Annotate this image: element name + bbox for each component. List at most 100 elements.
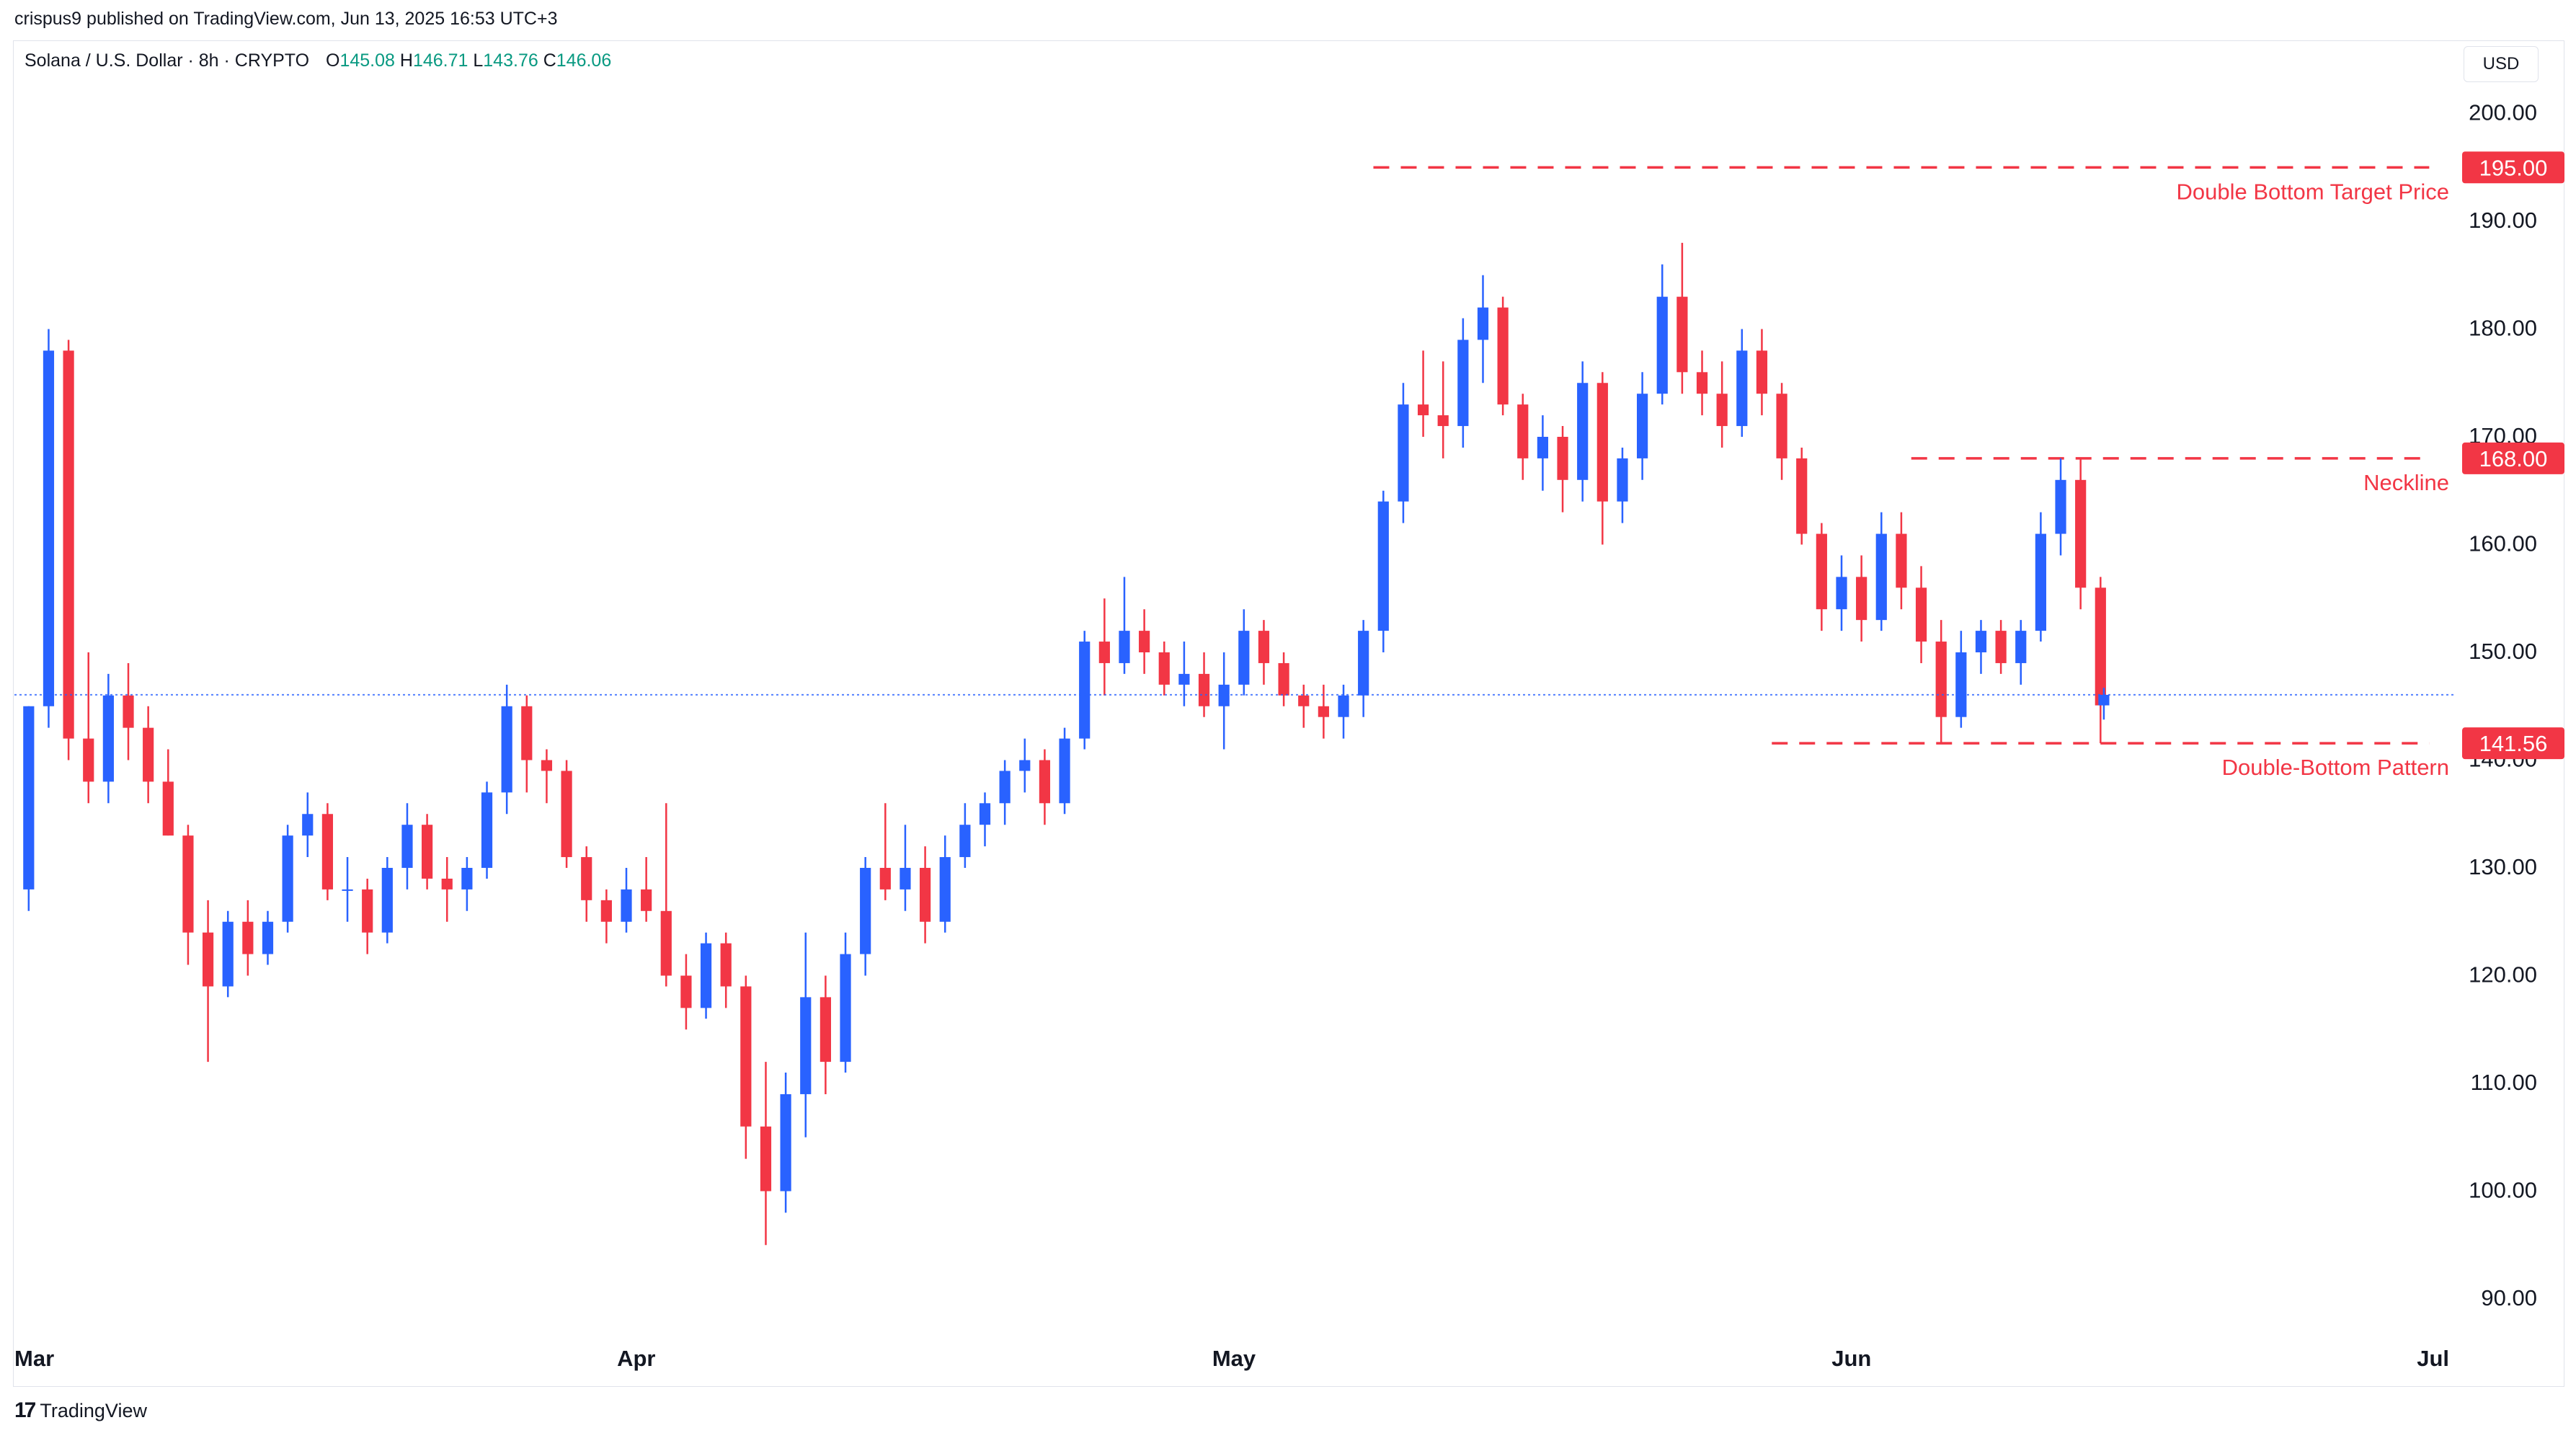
candle-body [521,706,533,760]
candle-body [780,1093,791,1192]
candle-body [162,781,174,836]
candle-body [1896,533,1907,588]
candle-body [660,910,672,976]
candle [1318,684,1329,739]
annotation-label: Neckline [2363,470,2449,495]
price-axis: 90.00100.00110.00120.00130.00140.00150.0… [2469,100,2537,1311]
candle [1656,264,1668,405]
currency-button[interactable]: USD [2464,46,2539,82]
low-label: L [473,50,484,71]
candle [581,846,592,922]
candle-body [1577,383,1589,480]
candle-body [182,835,194,933]
candle-body [242,921,254,954]
candle [939,835,951,933]
candle [1377,490,1389,652]
high-value: 146.71 [412,50,468,71]
candle-body [2095,587,2106,706]
candle-body [621,889,632,922]
candle [999,760,1011,825]
candle-body [102,695,114,782]
candle-body [1338,695,1349,717]
y-tick-label: 160.00 [2469,531,2537,556]
candle [760,1062,772,1246]
candle [1756,329,1768,416]
candle-body [282,835,293,922]
y-tick-label: 190.00 [2469,208,2537,233]
candle [302,792,314,858]
candle [1995,620,2007,674]
candle [63,340,74,760]
candle-body [422,825,433,879]
candle-body [1358,631,1369,696]
candle-body [1856,577,1867,621]
candle [919,846,931,944]
open-label: O [326,50,340,71]
candle [2015,620,2027,685]
annotation-label: Double Bottom Target Price [2176,179,2449,204]
candle-body [581,857,592,900]
candle [222,910,234,998]
symbol-legend[interactable]: Solana / U.S. Dollar · 8h · CRYPTO O145.… [25,50,611,71]
candle [1019,738,1031,793]
candle-body [1039,760,1051,804]
candle [1238,609,1250,696]
candle [1178,642,1190,706]
candle-body [1995,631,2007,663]
candle [1437,361,1449,458]
candle [1198,652,1210,717]
candle-body [1557,437,1568,480]
candle [561,760,572,868]
candle [1497,296,1509,416]
time-axis: Mar Apr May Jun Jul [14,1346,2449,1371]
candle-body [700,943,712,1008]
close-label: C [543,50,556,71]
candle [521,695,533,793]
candle-body [979,803,991,825]
chart-pane[interactable] [13,40,2564,1387]
price-badge-label: 168.00 [2479,446,2548,471]
candle [700,932,712,1019]
candle-body [820,997,831,1062]
candle-body [1517,404,1529,458]
candle [1577,361,1589,502]
candle [1098,598,1110,696]
candle-body [23,706,35,889]
candle-body [1875,533,1887,621]
tradingview-logo[interactable]: 17 TradingView [14,1398,147,1423]
candle [1935,620,1947,743]
candle [162,749,174,836]
candle-body [1437,415,1449,427]
candle [1596,372,1608,545]
candle [1896,512,1907,610]
candle [1537,415,1549,491]
candle [860,857,871,976]
candle [1875,512,1887,631]
candle-body [600,900,612,922]
candle [1398,383,1409,523]
candle [740,975,752,1159]
candle [1776,383,1787,480]
candle-body [1796,458,1808,534]
candle-body [2055,479,2066,534]
candle-body [900,868,911,889]
candle [2055,458,2066,556]
candle-body [1119,631,1130,663]
price-badge [2462,727,2564,760]
candle [1736,329,1748,437]
candle [1039,749,1051,825]
y-tick-label: 130.00 [2469,854,2537,879]
candle-body [1637,394,1648,458]
candle [879,803,891,900]
candle-body [860,868,871,954]
y-tick-label: 200.00 [2469,100,2537,125]
candle-body [1278,662,1289,696]
candles-layer [23,242,2110,1246]
candle [422,814,433,889]
candle-body [2098,694,2110,706]
candle-body [202,932,214,987]
candle-body [1596,383,1608,502]
candle-body [321,814,334,889]
price-badge-label: 195.00 [2479,155,2548,180]
